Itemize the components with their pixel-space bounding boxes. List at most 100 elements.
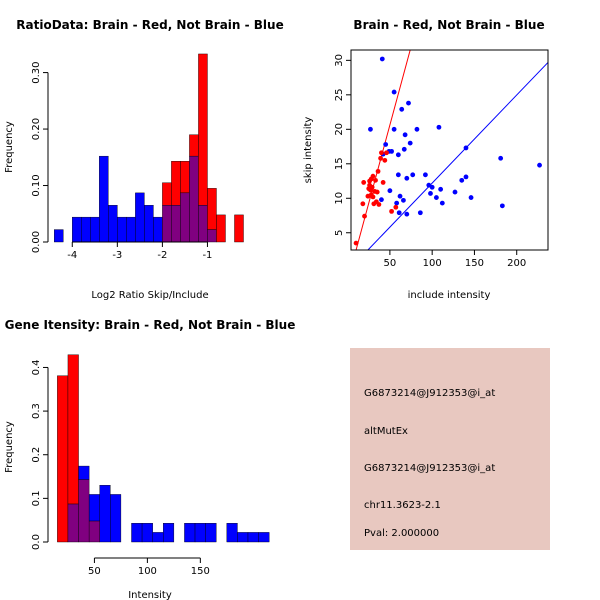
info-probe-id: G6873214@J912353@i_at	[364, 388, 495, 399]
scatter-point-not-brain	[404, 175, 410, 181]
info-probe-id-2: G6873214@J912353@i_at	[364, 463, 495, 474]
scatter-point-not-brain	[399, 106, 405, 112]
gene-hist-x-tick-label: 100	[138, 566, 157, 577]
scatter-x-tick-label: 200	[507, 258, 526, 269]
gene-hist-bar-not-brain	[237, 532, 249, 543]
ratio-hist-bar-overlap	[198, 205, 208, 243]
ratio-hist-bar-not-brain	[144, 205, 154, 243]
scatter-point-not-brain	[407, 140, 413, 146]
gene-histogram-title: Gene Itensity: Brain - Red, Not Brain - …	[5, 318, 296, 332]
info-panel: G6873214@J912353@i_at altMutEx G6873214@…	[350, 348, 550, 550]
ratio-hist-bar-brain	[216, 214, 226, 243]
gene-hist-y-tick-label: 0.3	[31, 403, 42, 419]
scatter-point-not-brain	[397, 193, 403, 199]
ratio-hist-bar-brain	[180, 161, 190, 194]
gene-hist-y-tick-label: 0.0	[31, 534, 42, 550]
intensity-scatter-panel: Brain - Red, Not Brain - Blue include in…	[303, 18, 549, 301]
gene-hist-y-tick-label: 0.4	[31, 360, 42, 376]
scatter-point-not-brain	[394, 200, 400, 206]
scatter-point-not-brain	[428, 191, 433, 196]
gene-hist-bar-not-brain	[205, 523, 217, 543]
scatter-point-not-brain	[498, 155, 504, 161]
ratio-hist-bar-overlap	[207, 229, 217, 243]
gene-intensity-histogram-panel: Gene Itensity: Brain - Red, Not Brain - …	[4, 318, 295, 600]
scatter-point-not-brain	[423, 172, 428, 178]
scatter-point-brain	[370, 173, 376, 179]
scatter-point-brain	[384, 150, 389, 156]
ratio-hist-bar-overlap	[180, 192, 190, 243]
scatter-ylabel: skip intensity	[303, 117, 314, 184]
scatter-point-brain	[375, 168, 381, 174]
scatter-point-not-brain	[395, 152, 401, 158]
scatter-x-tick-label: 50	[384, 258, 397, 269]
ratio-hist-bar-not-brain	[117, 216, 127, 243]
scatter-point-brain	[376, 202, 382, 207]
scatter-point-not-brain	[401, 197, 406, 203]
scatter-point-not-brain	[429, 184, 435, 190]
scatter-point-not-brain	[379, 56, 385, 62]
scatter-title: Brain - Red, Not Brain - Blue	[353, 18, 544, 32]
scatter-x-tick-label: 100	[423, 258, 442, 269]
gene-hist-x-tick-label: 50	[88, 566, 101, 577]
scatter-point-not-brain	[406, 100, 411, 106]
scatter-point-not-brain	[402, 132, 408, 138]
ratio-hist-bar-brain	[234, 214, 244, 243]
ratio-hist-bar-brain	[207, 188, 217, 230]
scatter-fit-line-not-brain	[367, 62, 548, 250]
ratio-hist-bar-overlap	[189, 155, 199, 243]
scatter-y-tick-label: 30	[334, 54, 345, 67]
gene-hist-bar-brain	[67, 354, 79, 505]
ratio-hist-bar-brain	[198, 53, 208, 206]
gene-hist-bar-not-brain	[194, 523, 206, 543]
scatter-point-not-brain	[417, 210, 423, 216]
ratio-hist-y-tick-label: 0.10	[31, 174, 42, 196]
gene-hist-bar-not-brain	[258, 532, 270, 543]
ratio-hist-bar-overlap	[171, 205, 181, 243]
gene-hist-bar-not-brain	[247, 532, 259, 543]
scatter-point-not-brain	[537, 162, 542, 168]
ratio-hist-bar-not-brain	[99, 155, 109, 243]
scatter-y-tick-label: 5	[334, 230, 345, 236]
ratio-hist-bar-brain	[171, 161, 181, 206]
scatter-point-not-brain	[404, 211, 410, 217]
scatter-point-brain	[353, 240, 359, 246]
gene-hist-bar-not-brain	[141, 523, 153, 543]
ratio-histogram-title: RatioData: Brain - Red, Not Brain - Blue	[16, 18, 283, 32]
scatter-point-not-brain	[391, 89, 397, 95]
scatter-point-brain	[362, 213, 367, 219]
scatter-point-not-brain	[459, 177, 465, 183]
scatter-point-not-brain	[433, 195, 439, 200]
scatter-point-not-brain	[368, 126, 373, 132]
gene-hist-y-tick-label: 0.2	[31, 447, 42, 463]
scatter-point-brain	[361, 180, 367, 185]
scatter-point-not-brain	[463, 145, 469, 151]
ratio-hist-y-tick-label: 0.00	[31, 231, 42, 253]
ratio-hist-x-tick-label: -3	[112, 250, 122, 261]
scatter-y-tick-label: 10	[334, 192, 345, 205]
gene-histogram-xlabel: Intensity	[128, 590, 172, 600]
gene-hist-bar-brain	[57, 375, 69, 543]
ratio-hist-bar-not-brain	[54, 229, 64, 243]
scatter-point-not-brain	[396, 210, 402, 216]
ratio-histogram-ylabel: Frequency	[4, 121, 15, 173]
ratio-hist-bar-not-brain	[153, 216, 163, 243]
ratio-hist-bar-brain	[162, 182, 172, 206]
scatter-y-tick-label: 15	[334, 157, 345, 170]
scatter-point-not-brain	[401, 146, 407, 152]
ratio-hist-x-tick-label: -1	[202, 250, 212, 261]
ratio-hist-bar-brain	[189, 134, 199, 157]
scatter-point-brain	[380, 180, 386, 185]
gene-hist-bar-not-brain	[99, 485, 111, 543]
ratio-histogram-xlabel: Log2 Ratio Skip/Include	[91, 290, 208, 301]
scatter-point-brain	[370, 194, 376, 200]
gene-hist-bar-not-brain	[78, 465, 90, 480]
ratio-hist-bar-not-brain	[108, 205, 118, 243]
ratio-hist-bar-overlap	[162, 205, 172, 243]
info-pval: Pval: 2.000000	[364, 528, 439, 539]
ratio-hist-bar-not-brain	[81, 216, 91, 243]
info-event-type: altMutEx	[364, 426, 408, 437]
gene-histogram-ylabel: Frequency	[4, 421, 15, 473]
gene-hist-bar-not-brain	[152, 532, 164, 543]
scatter-point-brain	[378, 155, 383, 161]
